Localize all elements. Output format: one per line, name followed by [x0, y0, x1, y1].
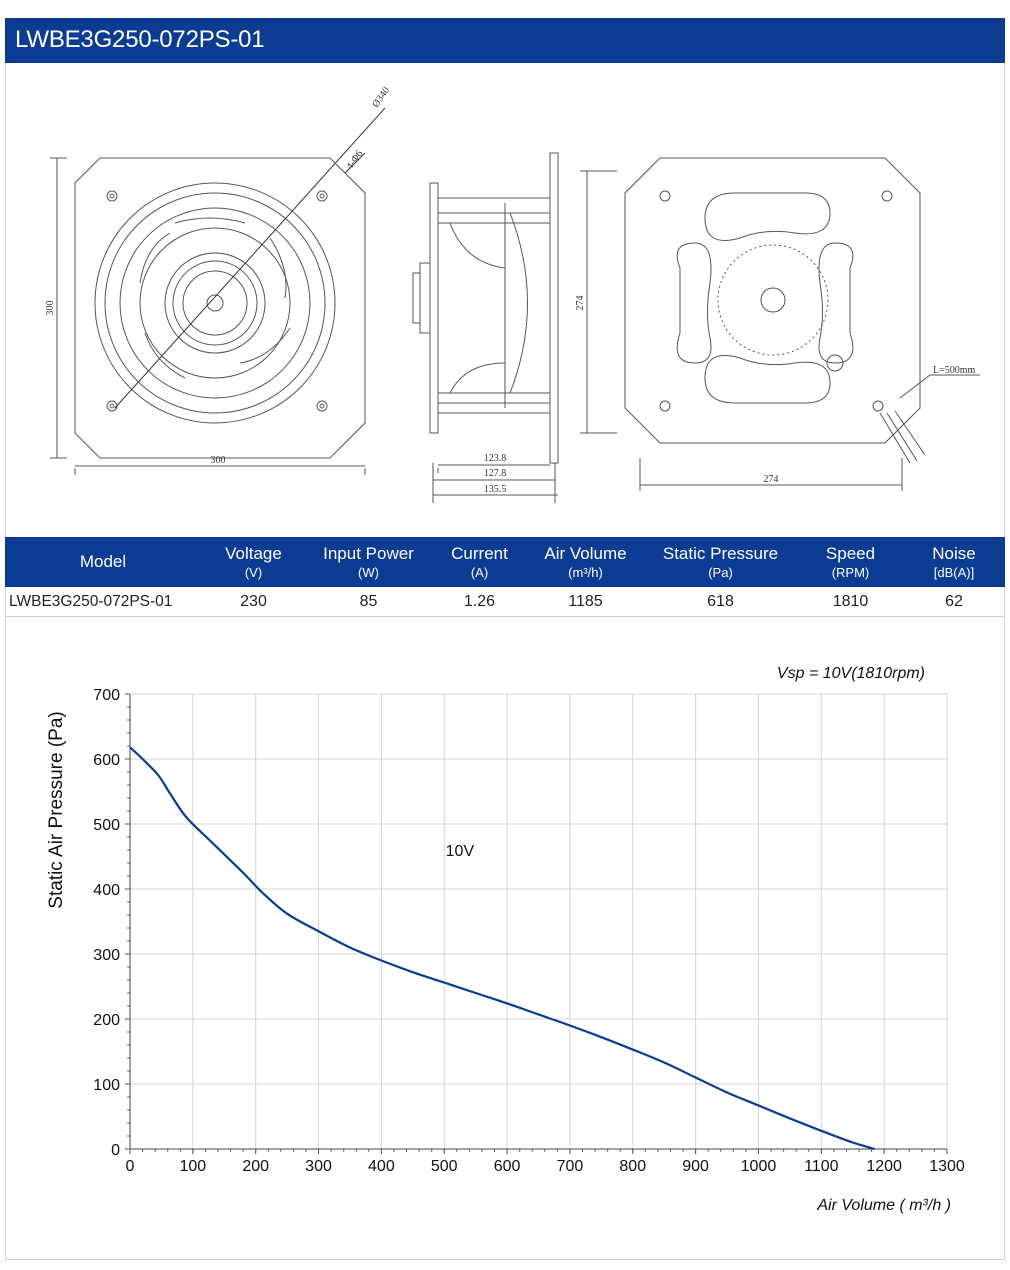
front-view — [50, 107, 386, 475]
performance-chart: 0 100 200 300 400 500 600 700 800 900 1000 1100 1200… — [46, 665, 965, 1214]
chart-title: Vsp = 10V(1810rpm) — [777, 665, 925, 682]
curve-annotation: 10V — [446, 843, 475, 860]
x-tick-label: 800 — [619, 1158, 646, 1175]
y-tick-label: 200 — [93, 1012, 120, 1029]
header-input-power: Input Power (W) — [323, 544, 414, 580]
header-speed: Speed (RPM) — [825, 544, 876, 580]
front-width-dim: 300 — [211, 455, 226, 466]
spec-table-header: Model Voltage (V) Input Power (W) Current(… — [5, 537, 1005, 587]
x-tick-label: 400 — [368, 1158, 395, 1175]
front-height-dim: 300 — [45, 301, 56, 316]
x-tick-label: 900 — [682, 1158, 709, 1175]
side-view — [412, 152, 559, 503]
y-tick-label: 0 — [111, 1142, 120, 1159]
y-tick-label: 700 — [93, 687, 120, 704]
technical-drawing: 300 300 Ø340 4-Φ6 123.8 127.8 135.5 274 … — [45, 85, 980, 503]
x-tick-label: 1200 — [866, 1158, 902, 1175]
header-voltage: Voltage (V) — [225, 544, 282, 580]
x-tick-label: 1100 — [804, 1158, 839, 1175]
side-dim-1: 123.8 — [484, 453, 507, 464]
front-holes-dim: 4-Φ6 — [344, 149, 365, 172]
front-diameter-dim: Ø340 — [370, 85, 392, 110]
y-axis-label: Static Air Pressure (Pa) — [46, 711, 67, 908]
rear-height-dim: 274 — [575, 296, 586, 311]
y-tick-label: 100 — [93, 1077, 120, 1094]
x-tick-label: 100 — [179, 1158, 206, 1175]
side-dim-3: 135.5 — [484, 484, 507, 495]
y-tick-label: 300 — [93, 947, 120, 964]
chart-series — [129, 746, 876, 1151]
cell-speed: 1810 — [832, 592, 869, 610]
cell-voltage: 230 — [240, 592, 267, 610]
x-tick-label: 0 — [126, 1158, 135, 1175]
header-current: Current (A) — [451, 544, 508, 580]
series-line-10v — [129, 746, 876, 1151]
product-title: LWBE3G250-072PS-01 — [15, 26, 265, 53]
x-axis-label: Air Volume ( m³/h ) — [816, 1197, 951, 1214]
rear-view — [580, 157, 980, 491]
header-noise: Noise [dB(A)] — [932, 544, 976, 580]
header-air-volume: Air Volume (m³/h) — [544, 544, 627, 580]
header-model: Model — [79, 552, 127, 571]
x-tick-label: 300 — [305, 1158, 332, 1175]
rear-width-dim: 274 — [764, 474, 779, 485]
side-dim-2: 127.8 — [484, 468, 507, 479]
x-tick-label: 1300 — [929, 1158, 965, 1175]
chart-axes: 0 100 200 300 400 500 600 700 800 900 1000 1100 1200… — [93, 687, 965, 1175]
x-tick-label: 600 — [494, 1158, 521, 1175]
y-tick-label: 600 — [93, 752, 120, 769]
x-tick-label: 1000 — [741, 1158, 777, 1175]
title-bar: LWBE3G250-072PS-01 — [5, 18, 1005, 63]
cell-noise: 62 — [945, 592, 963, 610]
y-tick-label: 400 — [93, 882, 120, 899]
cell-input-power: 85 — [359, 592, 378, 610]
rear-cable-dim: L=500mm — [933, 365, 976, 376]
chart-grid — [130, 693, 948, 1149]
header-static-pressure: Static Pressure (Pa) — [662, 544, 779, 580]
x-tick-label: 200 — [242, 1158, 269, 1175]
y-tick-label: 500 — [93, 817, 120, 834]
cell-static-pressure: 618 — [707, 592, 734, 610]
cell-model: LWBE3G250-072PS-01 — [9, 592, 173, 610]
x-tick-label: 500 — [431, 1158, 458, 1175]
spec-table-row: LWBE3G250-072PS-01 230 85 1.26 1185 618 … — [5, 587, 1005, 617]
cell-air-volume: 1185 — [568, 592, 603, 610]
cell-current: 1.26 — [463, 592, 496, 610]
x-tick-label: 700 — [557, 1158, 584, 1175]
